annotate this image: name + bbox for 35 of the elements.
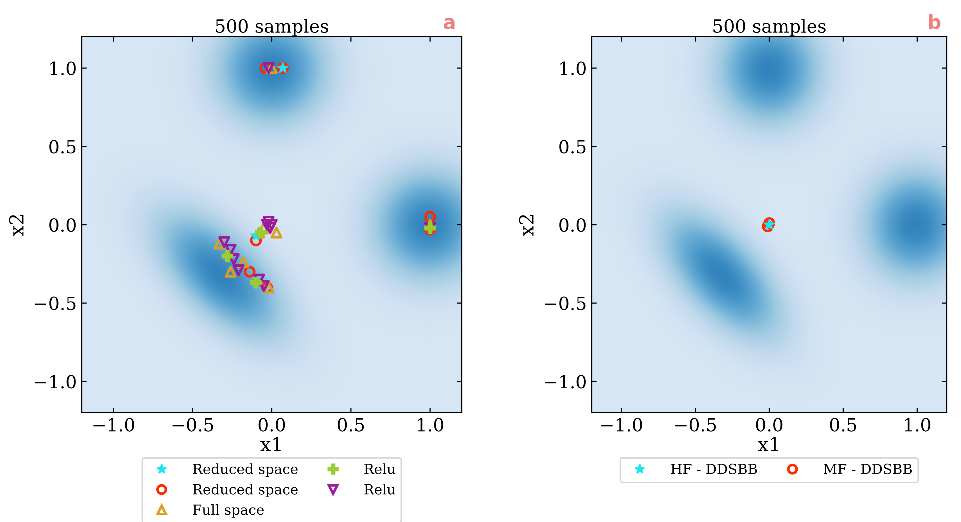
x-tick-label: 1.0: [418, 418, 444, 432]
y-tick-label: −1.0: [35, 375, 76, 389]
y-tick-label: −1.0: [545, 375, 586, 389]
x-tick-label: 0.0: [756, 418, 783, 432]
legend-label: Reduced space: [193, 484, 298, 498]
y-tick-label: 1.0: [50, 62, 76, 76]
x-tick-label: 0.5: [338, 418, 364, 432]
legend-label: Relu: [364, 484, 396, 495]
x-tick-label: 1.0: [905, 418, 931, 432]
x-tick-label: 0.0: [258, 418, 286, 432]
legend-label: MF - DDSBB: [824, 464, 912, 474]
x-axis-title: x1: [758, 437, 778, 452]
legend-label: Relu: [364, 464, 396, 474]
y-axis-title: x2: [519, 215, 534, 236]
x-tick-label: −1.0: [94, 418, 134, 432]
legend-label: Full space: [193, 504, 264, 518]
x-tick-label: 0.5: [830, 418, 856, 432]
x-tick-label: −0.5: [676, 418, 716, 432]
y-tick-label: 0.5: [50, 140, 76, 154]
legend-label: Reduced space: [193, 464, 298, 478]
y-tick-label: 0.5: [560, 140, 586, 154]
y-tick-label: 0.0: [50, 218, 76, 232]
x-tick-label: −0.5: [172, 418, 214, 432]
y-tick-label: −0.5: [545, 296, 586, 310]
x-tick-label: −1.0: [602, 418, 642, 432]
y-tick-label: 1.0: [560, 62, 586, 76]
legend-label: HF - DDSBB: [671, 464, 758, 474]
y-tick-label: −0.5: [35, 296, 76, 310]
text: b: [929, 14, 941, 30]
chart-title: 500 samples: [714, 19, 826, 37]
y-tick-label: 0.0: [560, 218, 586, 232]
chart-title: 500 samples: [216, 19, 328, 37]
text: a: [444, 18, 455, 30]
x-axis-title: x1: [260, 437, 281, 452]
y-axis-title: x2: [9, 215, 24, 236]
